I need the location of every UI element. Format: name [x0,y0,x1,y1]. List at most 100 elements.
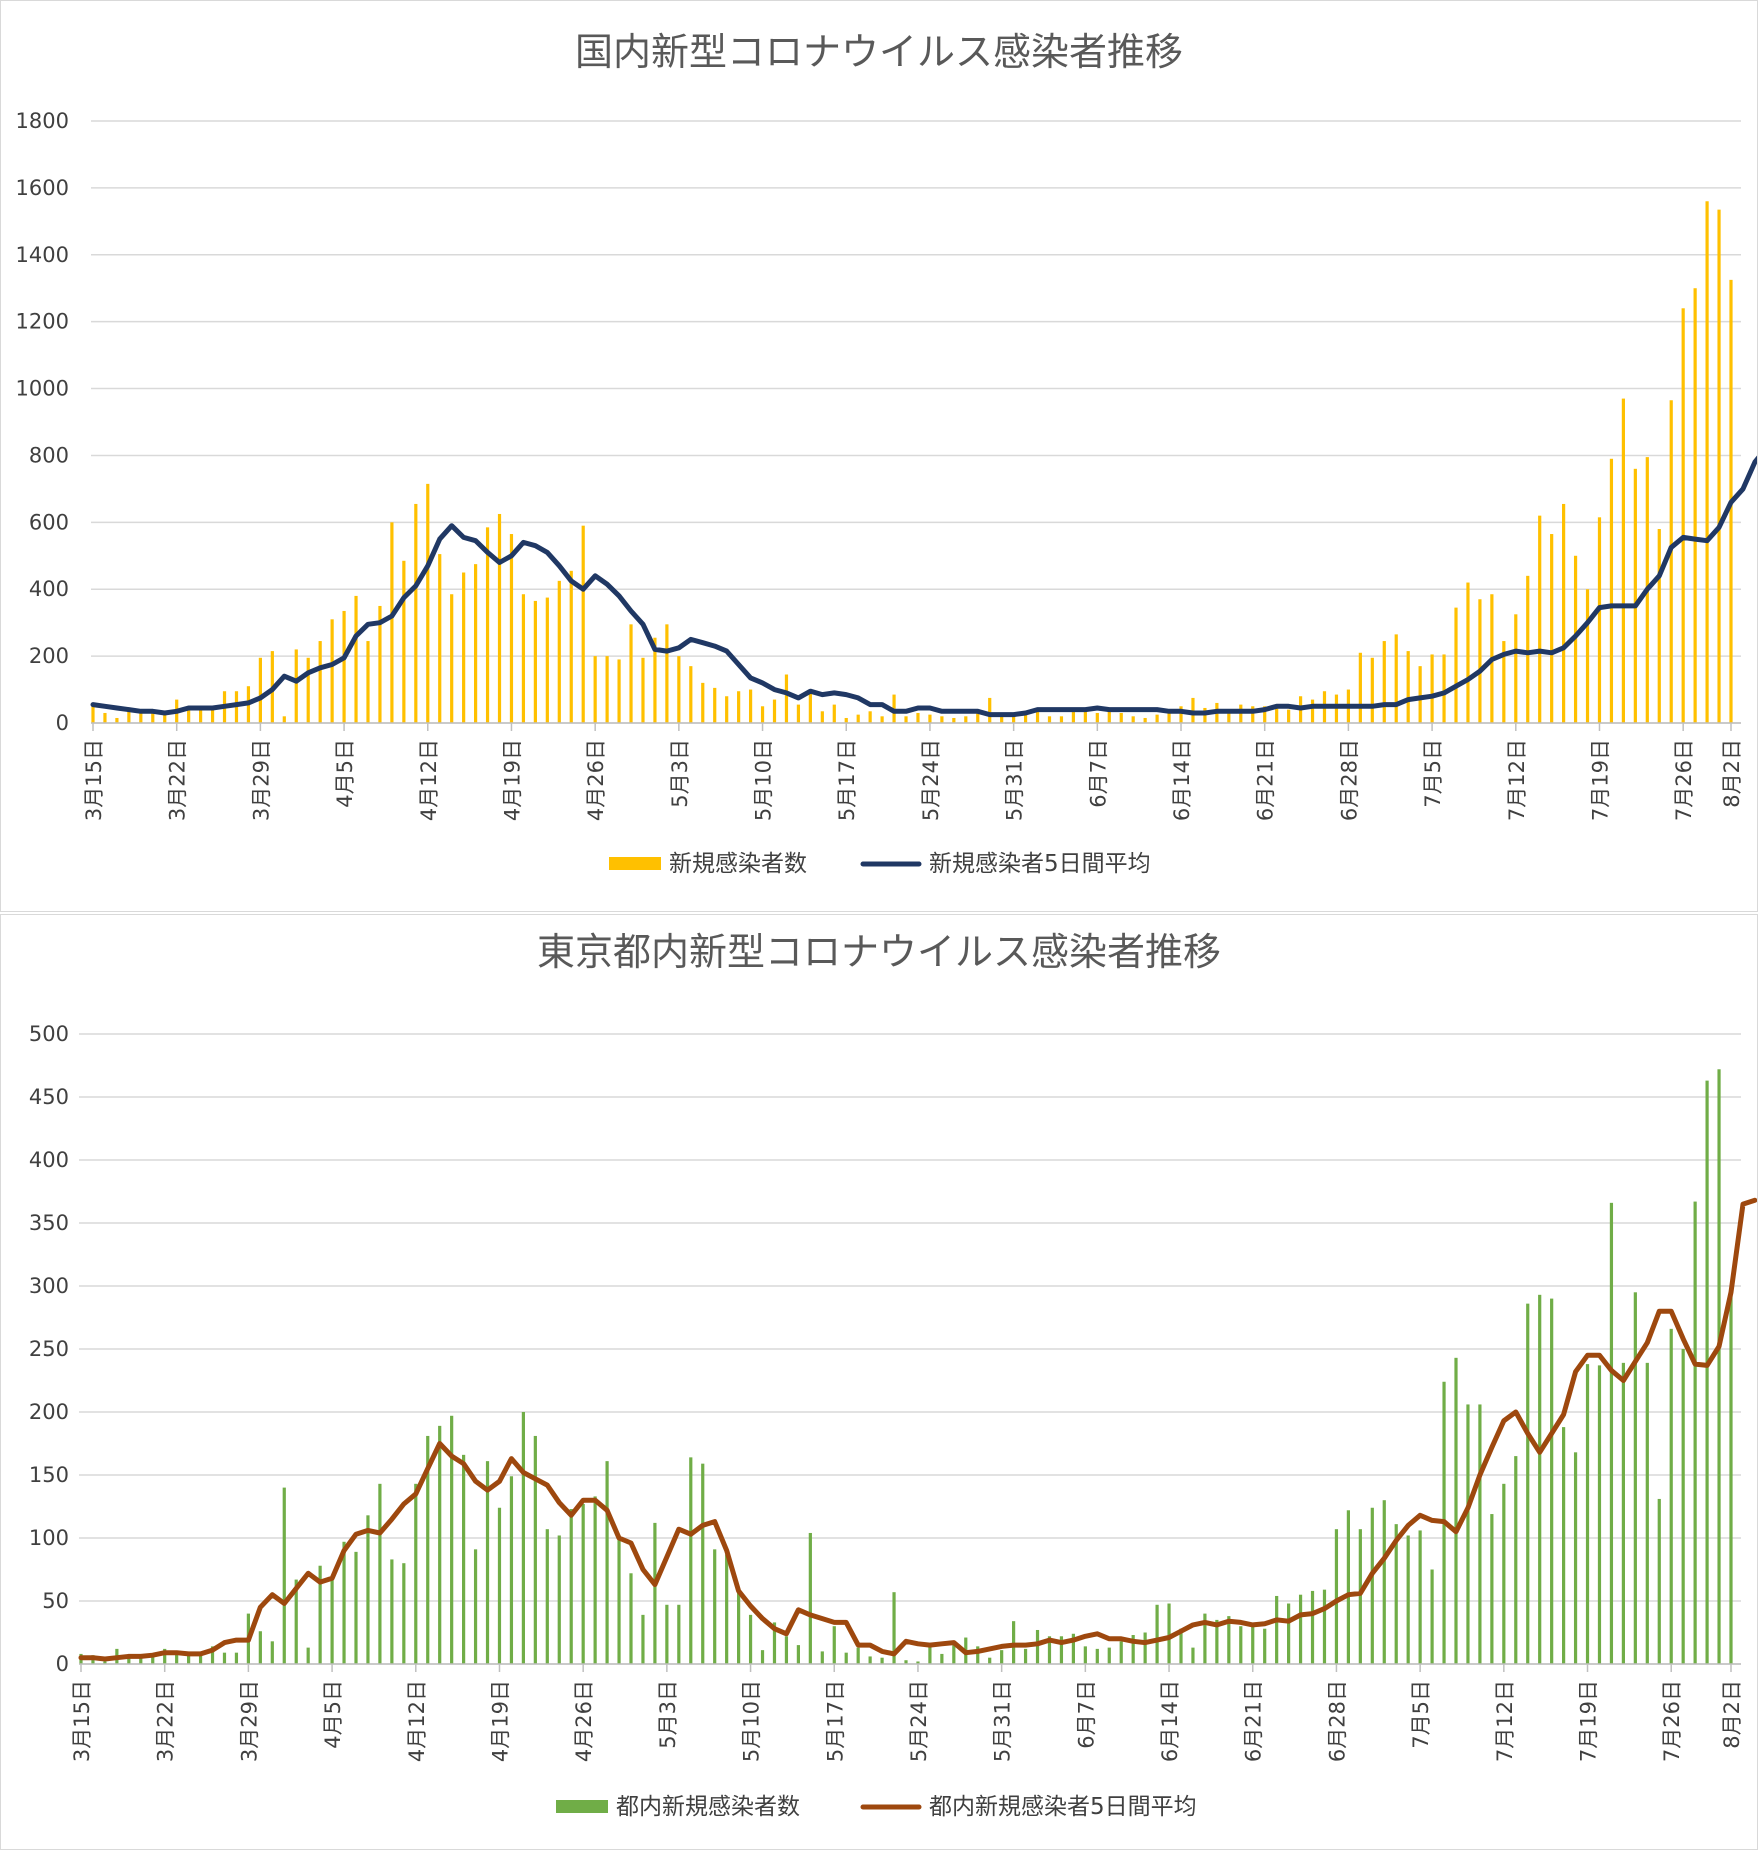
y-tick-label: 150 [29,1463,69,1487]
bar [1239,1626,1243,1664]
bar [1287,709,1291,723]
bar [306,1647,310,1664]
y-tick-label: 1600 [16,176,69,200]
bar [198,1652,203,1664]
x-tick-label: 5月17日 [823,1680,847,1762]
bar [1454,1357,1458,1664]
bar [1562,1427,1566,1664]
bar [1669,1328,1673,1664]
bar [713,1549,717,1664]
bar [485,1461,490,1664]
average-line [90,455,1757,718]
bar [1251,706,1255,723]
bar [1717,209,1721,723]
bar [1275,1595,1279,1664]
x-tick-label: 3月15日 [82,739,106,821]
bar [1275,707,1279,723]
bar [402,560,406,723]
bar [617,659,621,723]
bar [629,1573,633,1664]
x-tick-label: 4月26日 [572,1680,596,1762]
bar [1418,1530,1422,1664]
bar [462,572,466,723]
y-tick-label: 100 [29,1526,69,1550]
bar [1358,1529,1362,1664]
bar [593,656,597,723]
bar [1597,1365,1602,1664]
x-tick-label: 5月24日 [919,739,943,821]
bar [330,1578,334,1664]
bar [187,707,191,723]
chart-panel-national: 国内新型コロナウイルス感染者推移 0 200 400 600 800 1000 1200 14… [0,0,1758,912]
x-tick-label: 7月12日 [1493,1680,1517,1762]
x-tick-label: 7月5日 [1421,739,1445,808]
bar [1454,607,1458,723]
bar [1143,1632,1147,1664]
y-tick-label: 500 [29,1022,69,1046]
x-tick-label: 5月3日 [668,739,692,808]
bar [665,624,669,723]
bar [1263,1628,1267,1664]
x-tick-label: 7月19日 [1588,739,1612,821]
x-tick-label: 5月10日 [752,739,776,821]
x-tick-label: 4月19日 [488,1680,512,1762]
bar [1334,1529,1339,1664]
bar [485,527,490,723]
bar [904,716,908,723]
bar [342,1541,346,1664]
bar [940,1653,944,1664]
bar [1191,697,1195,723]
bar [1322,1589,1327,1664]
bar [1693,1201,1697,1664]
legend-label-line: 新規感染者5日間平均 [929,851,1151,877]
bar [1035,709,1040,723]
x-tick-label: 4月5日 [321,1680,345,1749]
bar [1095,1648,1099,1664]
bar [426,1435,430,1664]
bar [641,1614,645,1664]
bar [462,1454,466,1664]
legend-label-bars: 新規感染者数 [669,851,807,877]
bar [677,1604,681,1664]
bar [1215,1619,1219,1664]
bar [497,1507,502,1664]
x-tick-label: 7月5日 [1409,1680,1433,1749]
bar [1645,1362,1649,1664]
x-tick-label: 3月29日 [249,739,273,821]
bar [593,1496,597,1664]
bar [1251,1624,1255,1664]
bar [1466,1404,1470,1664]
bar [1310,699,1315,723]
bar [808,689,812,723]
bar [151,712,155,723]
bar [163,1648,167,1664]
bar [1382,1500,1386,1664]
bar [438,554,442,723]
national-chart: 国内新型コロナウイルス感染者推移 0 200 400 600 800 1000 1200 14… [16,30,1757,877]
bar [234,1652,239,1664]
bar [1466,582,1470,723]
bar [760,1650,765,1664]
y-tick-label: 0 [56,711,69,735]
bar [521,594,526,723]
bar [127,709,131,723]
bar [952,1645,956,1664]
bar [450,594,454,723]
bar [713,687,717,723]
bar [1705,201,1709,723]
bar [1502,1483,1506,1664]
bar [127,1655,131,1664]
bar [1609,1202,1614,1664]
bar [139,1655,143,1664]
bar [868,711,872,723]
bar [916,1661,920,1664]
bar [1418,666,1422,723]
x-tick-label: 6月21日 [1242,1680,1266,1762]
bar [473,564,478,723]
bar [772,699,777,723]
bar [976,712,980,723]
legend-label-line: 都内新規感染者5日間平均 [929,1794,1197,1820]
x-tick-label: 5月31日 [991,1680,1015,1762]
bar [1107,707,1111,723]
bar [210,706,215,723]
